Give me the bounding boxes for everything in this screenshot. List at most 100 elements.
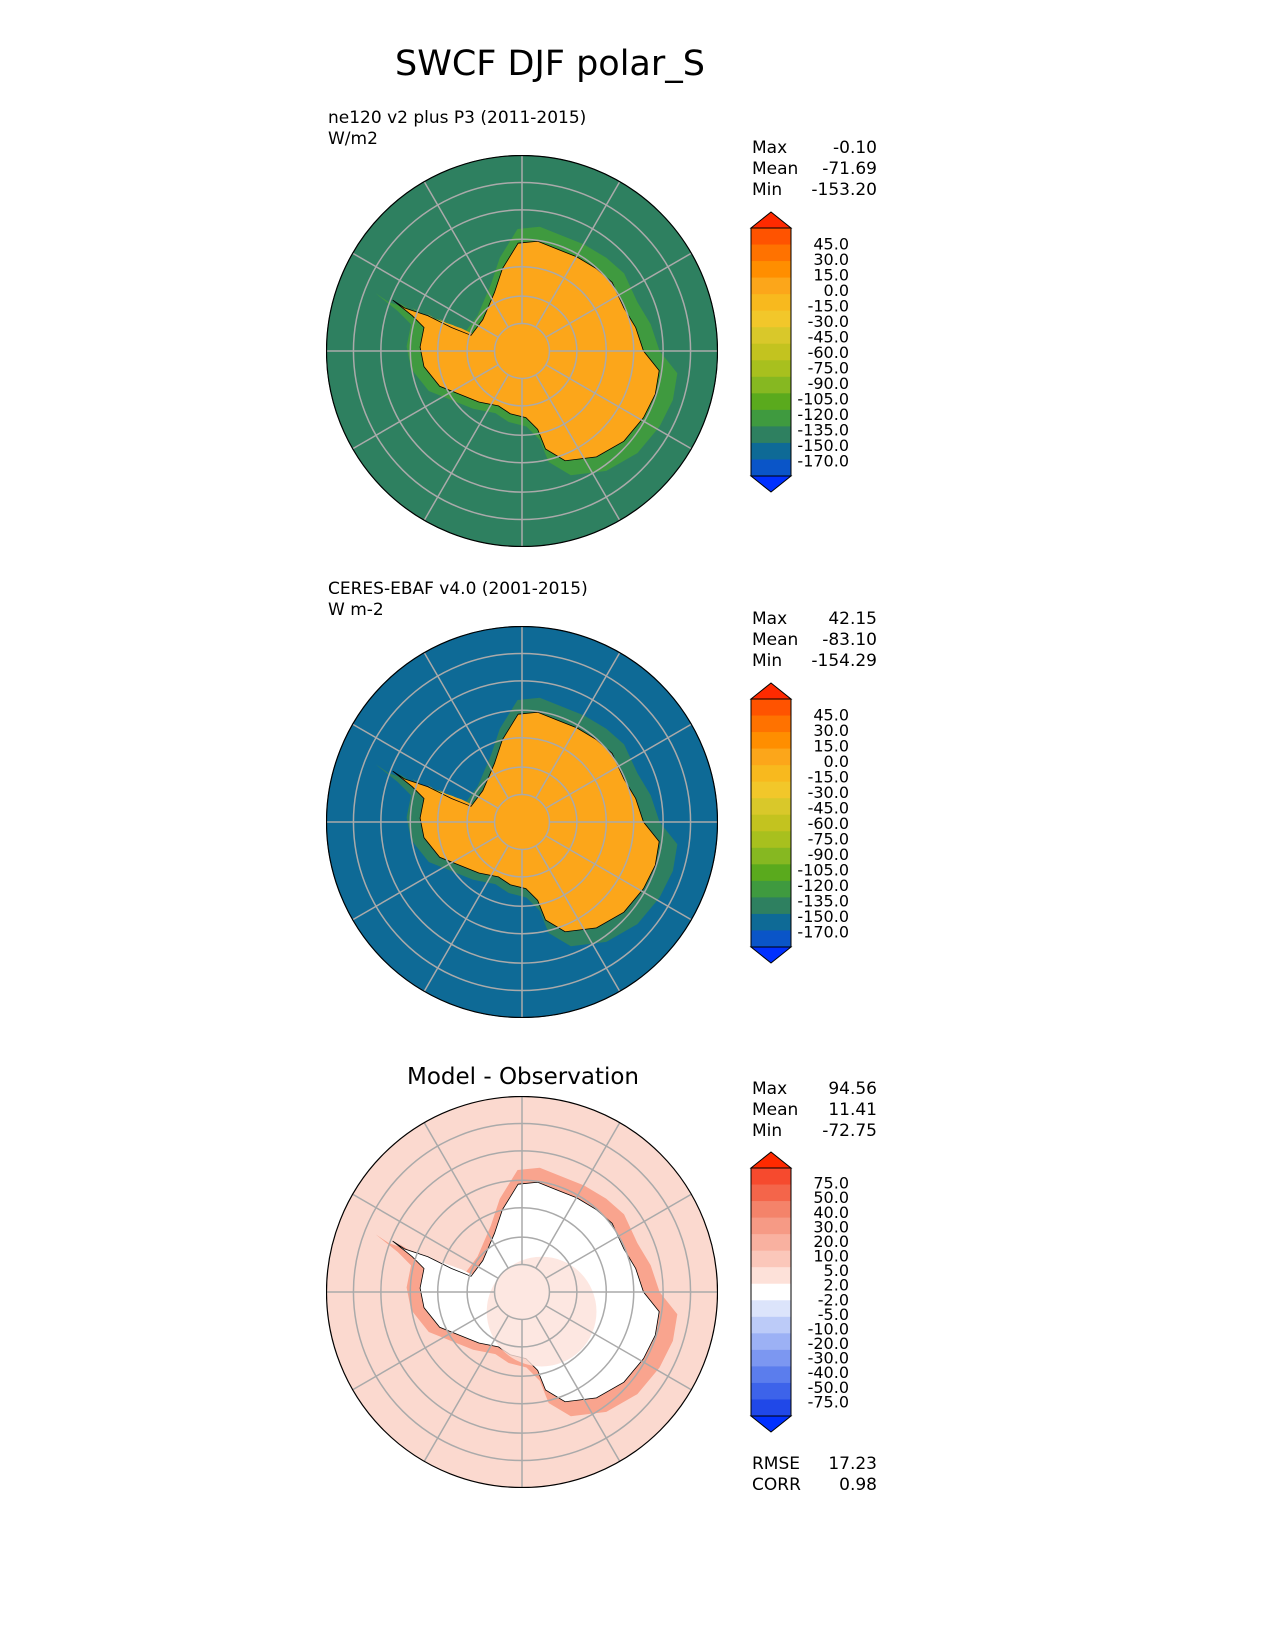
colorbar-tick-label: 15.0 bbox=[813, 266, 849, 285]
colorbar-segment bbox=[751, 228, 791, 246]
colorbar-tick-label: -75.0 bbox=[808, 830, 849, 849]
colorbar-segment bbox=[751, 360, 791, 378]
map-svg bbox=[325, 1095, 719, 1489]
colorbar-segment bbox=[751, 310, 791, 328]
antarctica-coastline bbox=[392, 711, 660, 933]
colorbar-tick-label: 0.0 bbox=[824, 281, 849, 300]
colorbar-segment bbox=[751, 393, 791, 411]
colorbar-segment bbox=[751, 294, 791, 312]
stat-value: 94.56 bbox=[828, 1079, 877, 1099]
colorbar-tick-label: 30.0 bbox=[813, 250, 849, 269]
colorbar-tick-label: 50.0 bbox=[813, 1188, 849, 1207]
colorbar-segment bbox=[751, 1184, 791, 1202]
panel3-title: Model - Observation bbox=[406, 1064, 640, 1090]
colorbar-extend-bottom bbox=[749, 946, 793, 964]
stat-value: -72.75 bbox=[822, 1121, 877, 1141]
stat-value: -153.20 bbox=[811, 180, 877, 200]
map-boundary bbox=[325, 154, 719, 548]
polar-map-observation bbox=[325, 625, 719, 1022]
colorbar-tick-label: -170.0 bbox=[797, 452, 849, 471]
colorbar-segment bbox=[751, 831, 791, 849]
map-boundary bbox=[325, 625, 719, 1019]
colorbar-segment bbox=[751, 1217, 791, 1235]
colorbar-segment bbox=[751, 327, 791, 345]
longitude-line bbox=[351, 835, 499, 921]
panel1-title: ne120 v2 plus P3 (2011-2015) W/m2 bbox=[328, 108, 586, 150]
colorbar-segment bbox=[751, 748, 791, 766]
colorbar-tick-label: -135.0 bbox=[797, 421, 849, 440]
longitude-line bbox=[535, 1121, 621, 1269]
colorbar-segment bbox=[751, 1234, 791, 1252]
longitude-line bbox=[423, 180, 509, 328]
colorbar-frame bbox=[750, 227, 792, 477]
colorbar-difference: 75.0 50.0 40.0 30.0 20.0 10.0 5.0 2.0 -2.0 -5.0 -1… bbox=[749, 1151, 891, 1456]
stat-value: -154.29 bbox=[811, 651, 877, 671]
colorbar-segment bbox=[751, 1283, 791, 1301]
colorbar-frame bbox=[750, 1167, 792, 1417]
antarctica-coastline bbox=[392, 240, 660, 462]
colorbar-tick-label: -75.0 bbox=[808, 359, 849, 378]
panel2-title-line1: CERES-EBAF v4.0 (2001-2015) bbox=[328, 579, 588, 599]
longitude-line bbox=[545, 364, 693, 450]
longitude-line bbox=[545, 723, 693, 809]
longitude-line bbox=[545, 1305, 693, 1391]
longitude-line bbox=[351, 1193, 499, 1279]
stat-label: Min bbox=[752, 180, 783, 200]
stat-value: -0.10 bbox=[833, 138, 877, 158]
colorbar-segment bbox=[751, 930, 791, 948]
colorbar-tick-label: -10.0 bbox=[808, 1319, 849, 1338]
stat-value: 0.98 bbox=[839, 1475, 877, 1495]
colorbar-segment bbox=[751, 732, 791, 750]
colorbar-tick-label: -30.0 bbox=[808, 1349, 849, 1368]
panel1-title-line1: ne120 v2 plus P3 (2011-2015) bbox=[328, 108, 587, 128]
colorbar-segment bbox=[751, 715, 791, 733]
colorbar-segment bbox=[751, 1316, 791, 1334]
longitude-line bbox=[351, 723, 499, 809]
colorbar-tick-label: 15.0 bbox=[813, 737, 849, 756]
colorbar-tick-label: 20.0 bbox=[813, 1232, 849, 1251]
colorbar-tick-label: 10.0 bbox=[813, 1247, 849, 1266]
colorbar-tick-label: 2.0 bbox=[824, 1276, 849, 1295]
figure-title: SWCF DJF polar_S bbox=[395, 44, 705, 84]
colorbar-segment bbox=[751, 459, 791, 477]
colorbar-tick-label: -150.0 bbox=[797, 436, 849, 455]
longitude-line bbox=[535, 651, 621, 799]
longitude-line bbox=[423, 651, 509, 799]
longitude-line bbox=[351, 252, 499, 338]
panel1-units: W/m2 bbox=[328, 129, 378, 149]
colorbar-tick-label: -170.0 bbox=[797, 923, 849, 942]
colorbar-tick-label: 40.0 bbox=[813, 1203, 849, 1222]
panel1-stats: Max -0.10 Mean -71.69 Min -153.20 bbox=[752, 138, 877, 201]
colorbar-tick-label: -30.0 bbox=[808, 312, 849, 331]
stat-value: -71.69 bbox=[822, 159, 877, 179]
stat-label: Mean bbox=[752, 630, 799, 650]
longitude-line bbox=[535, 374, 621, 522]
colorbar-tick-label: -60.0 bbox=[808, 814, 849, 833]
colorbar-tick-label: -135.0 bbox=[797, 892, 849, 911]
panel2-stats: Max 42.15 Mean -83.10 Min -154.29 bbox=[752, 609, 877, 672]
colorbar-segment bbox=[751, 1168, 791, 1186]
colorbar-segment bbox=[751, 376, 791, 394]
colorbar-extend-bottom bbox=[749, 475, 793, 493]
colorbar-segment bbox=[751, 1333, 791, 1351]
colorbar-segment bbox=[751, 913, 791, 931]
longitude-line bbox=[535, 845, 621, 993]
colorbar-tick-label: -75.0 bbox=[808, 1392, 849, 1411]
longitude-line bbox=[535, 180, 621, 328]
colorbar-tick-label: -2.0 bbox=[818, 1290, 849, 1309]
colorbar-segment bbox=[751, 897, 791, 915]
colorbar-tick-label: 45.0 bbox=[813, 706, 849, 725]
colorbar-segment bbox=[751, 1349, 791, 1367]
map-svg bbox=[325, 625, 719, 1019]
longitude-line bbox=[351, 364, 499, 450]
colorbar-tick-label: -105.0 bbox=[797, 390, 849, 409]
stat-value: -83.10 bbox=[822, 630, 877, 650]
colorbar-segment bbox=[751, 343, 791, 361]
map-field bbox=[326, 626, 718, 1018]
panel2-units: W m-2 bbox=[328, 600, 384, 620]
stat-value: 11.41 bbox=[828, 1100, 877, 1120]
stat-value: 17.23 bbox=[828, 1454, 877, 1474]
colorbar-tick-label: 75.0 bbox=[813, 1174, 849, 1193]
colorbar-segment bbox=[751, 1201, 791, 1219]
colorbar-model: 45.0 30.0 15.0 0.0 -15.0 -30.0 -45.0 -60.0 -75.0… bbox=[749, 211, 891, 516]
